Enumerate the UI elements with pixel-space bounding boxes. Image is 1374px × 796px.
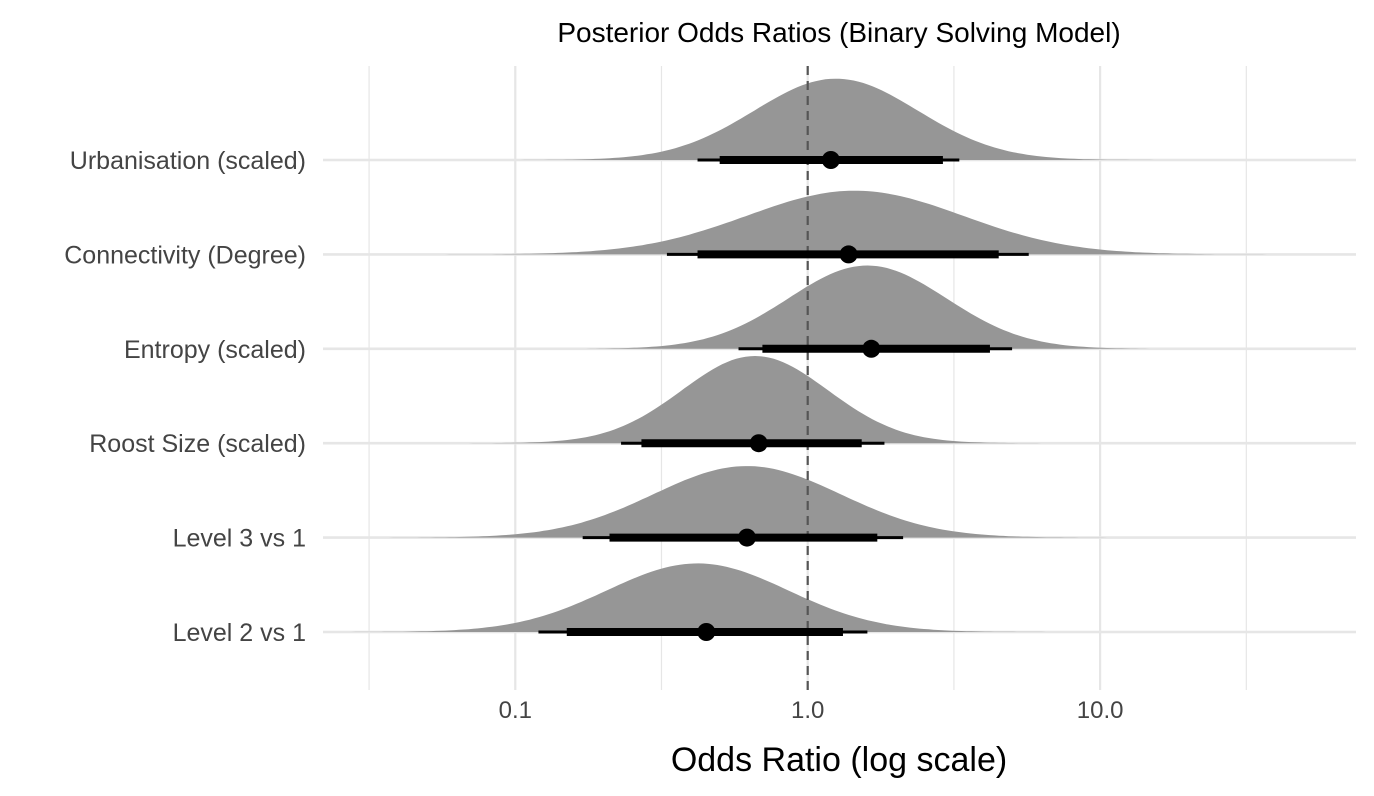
x-tick-label: 0.1 xyxy=(499,697,532,724)
density-ridge xyxy=(323,466,1356,538)
median-point xyxy=(821,151,840,169)
density-ridge xyxy=(323,78,1356,160)
density-ridge xyxy=(323,190,1356,255)
density-layer xyxy=(323,78,1356,632)
chart-title: Posterior Odds Ratios (Binary Solving Mo… xyxy=(557,17,1120,48)
y-axis-label: Urbanisation (scaled) xyxy=(70,147,306,175)
median-point xyxy=(862,339,881,358)
median-point xyxy=(697,623,716,641)
y-axis-labels: Urbanisation (scaled) Connectivity (Degre… xyxy=(64,147,306,647)
density-ridge xyxy=(323,356,1356,444)
y-axis-label: Level 2 vs 1 xyxy=(173,619,306,647)
density-ridge xyxy=(323,563,1356,632)
x-tick-label: 10.0 xyxy=(1077,697,1124,724)
x-axis-tick-labels: 0.1 1.0 10.0 xyxy=(499,697,1124,724)
x-tick-label: 1.0 xyxy=(791,697,824,724)
median-point xyxy=(749,434,768,453)
median-point xyxy=(737,528,756,547)
interval-layer xyxy=(538,151,1029,641)
density-ridge xyxy=(323,265,1356,349)
median-point xyxy=(839,245,858,264)
y-axis-label: Entropy (scaled) xyxy=(124,336,306,364)
y-axis-label: Connectivity (Degree) xyxy=(64,241,306,269)
y-axis-label: Level 3 vs 1 xyxy=(173,525,306,553)
y-axis-label: Roost Size (scaled) xyxy=(89,430,306,458)
x-axis-title: Odds Ratio (log scale) xyxy=(671,741,1007,779)
